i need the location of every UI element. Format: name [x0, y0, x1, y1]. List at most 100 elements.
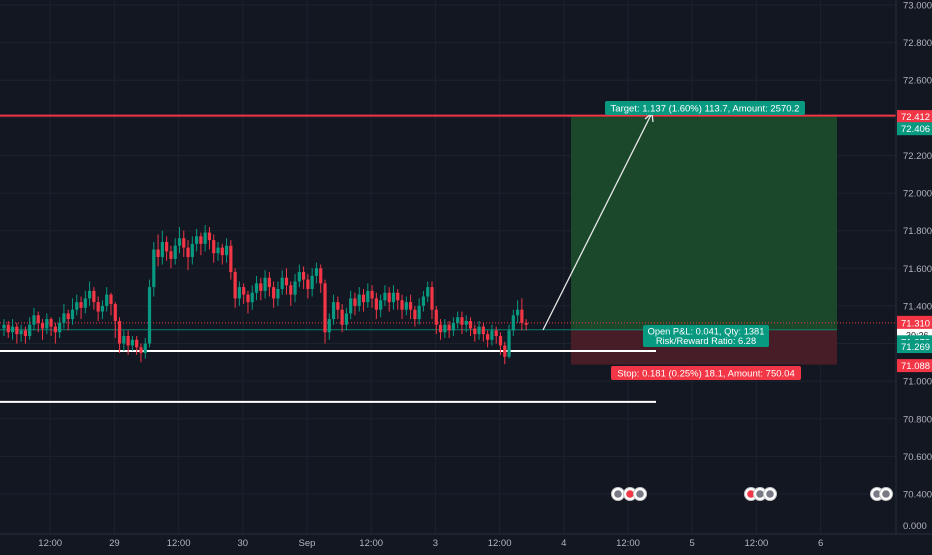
candle-body: [426, 287, 430, 297]
candle-body: [434, 309, 438, 325]
candle-body: [349, 298, 353, 314]
candle-body: [122, 336, 126, 344]
candle-body: [173, 245, 177, 259]
candle-body: [413, 309, 417, 320]
candle-body: [468, 320, 473, 329]
candle-body: [49, 319, 53, 327]
candle-body: [396, 292, 400, 301]
badge-target-box: [897, 122, 932, 136]
candle-body: [340, 309, 344, 325]
candle-body: [79, 302, 83, 308]
target-label-box: [605, 101, 805, 115]
candle-body: [237, 287, 241, 299]
candle-body: [473, 328, 477, 335]
price-tick-label: 72.600: [903, 76, 932, 87]
candle-body: [400, 300, 404, 310]
candle-body: [417, 305, 421, 320]
candle-body: [443, 324, 447, 333]
candle-body: [409, 302, 413, 310]
candle-body: [520, 309, 524, 323]
candle-body: [481, 326, 485, 335]
candle-body: [242, 287, 246, 295]
price-tick-label: 70.600: [903, 452, 932, 463]
candle-body: [105, 294, 109, 306]
candle-body: [203, 232, 207, 244]
candle-body: [456, 317, 460, 323]
time-tick-label: 12:00: [616, 538, 640, 549]
event-markers[interactable]: [611, 487, 893, 501]
candle-body: [156, 249, 160, 258]
candle-body: [498, 336, 503, 346]
candle-body: [177, 238, 182, 246]
candle-body: [117, 320, 122, 344]
candle-body: [336, 302, 340, 310]
event-marker-dot: [626, 490, 634, 498]
candle-body: [366, 290, 370, 303]
candle-body: [267, 277, 271, 288]
candle-body: [503, 345, 507, 357]
candle-body: [70, 309, 75, 320]
candle-body: [75, 302, 79, 310]
time-tick-label: 12:00: [488, 538, 512, 549]
time-tick-label: 5: [690, 538, 695, 549]
candle-body: [421, 296, 426, 306]
time-tick-label: 12:00: [359, 538, 383, 549]
pnl-label-box: [643, 325, 769, 347]
candle-body: [195, 236, 199, 244]
candle-body: [186, 247, 190, 258]
candle-body: [357, 294, 361, 306]
candle-body: [40, 322, 45, 329]
price-axis[interactable]: [896, 0, 932, 534]
candle-body: [207, 232, 212, 241]
time-tick-label: 6: [818, 538, 823, 549]
candle-body: [126, 336, 130, 346]
candle-body: [430, 287, 434, 310]
event-marker-dot: [873, 490, 881, 498]
candle-body: [250, 292, 254, 303]
risk-reward-text: Risk/Reward Ratio: 6.28: [656, 336, 756, 346]
time-axis[interactable]: [0, 534, 932, 550]
candle-body: [113, 304, 117, 321]
price-tick-label: 72.800: [903, 38, 932, 49]
badge-stop-box: [897, 359, 932, 373]
price-tick-label: 0.000: [903, 521, 927, 532]
badge-stop-text: 71.088: [901, 361, 930, 372]
candle-body: [284, 277, 289, 286]
candle-body: [276, 288, 280, 299]
candle-body: [130, 339, 134, 346]
candle-body: [323, 283, 327, 333]
candle-body: [83, 298, 87, 308]
candle-body: [331, 302, 336, 320]
stop-label-box: [611, 366, 801, 380]
candle-body: [62, 313, 66, 323]
candle-body: [2, 324, 6, 329]
candle-body: [370, 290, 374, 299]
candle-body: [494, 330, 498, 337]
badge-current-price-text: 71.310: [901, 318, 930, 329]
candle-body: [404, 302, 408, 310]
candle-body: [289, 285, 293, 295]
horizontal-rays[interactable]: [0, 350, 656, 403]
price-tick-label: 71.000: [903, 377, 932, 388]
price-tick-label: 71.600: [903, 264, 932, 275]
candle-body: [147, 287, 152, 344]
time-tick-label: 4: [561, 538, 566, 549]
candle-body: [511, 315, 515, 331]
candle-body: [160, 241, 164, 258]
price-tick-label: 72.000: [903, 189, 932, 200]
candle-body: [383, 292, 387, 301]
candle-body: [109, 294, 113, 305]
candle-body: [23, 330, 27, 337]
target-label-text: Target: 1.137 (1.60%) 113.7, Amount: 257…: [611, 104, 800, 115]
price-tick-label: 70.400: [903, 490, 932, 501]
candle-body: [10, 326, 15, 333]
price-tick-label: 72.200: [903, 151, 932, 162]
arrow-line[interactable]: [542, 112, 653, 331]
candle-body: [490, 330, 494, 340]
candle-body: [36, 315, 40, 323]
candle-body: [353, 298, 357, 306]
event-marker-dot: [636, 490, 644, 498]
